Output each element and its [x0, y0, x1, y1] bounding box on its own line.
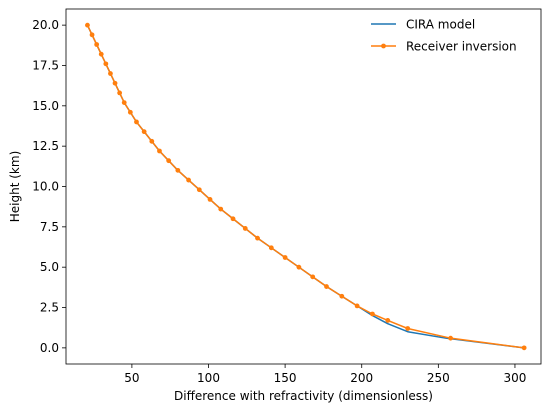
y-tick-label: 7.5: [40, 220, 59, 234]
data-point: [324, 284, 329, 289]
x-tick-label: 250: [427, 371, 450, 385]
data-point: [94, 42, 100, 47]
legend-marker-receiver: [381, 43, 386, 49]
x-axis-ticks: 50 100 150 200 250 300: [124, 364, 526, 385]
data-point: [127, 109, 133, 115]
data-point: [255, 235, 260, 241]
data-point: [521, 345, 527, 351]
data-point: [89, 32, 95, 38]
data-point: [141, 129, 147, 135]
x-tick-label: 50: [124, 371, 139, 385]
data-point: [310, 274, 316, 280]
data-point: [121, 100, 127, 105]
data-point: [108, 71, 113, 76]
y-tick-label: 0.0: [40, 341, 59, 355]
legend-label-cira: CIRA model: [406, 18, 475, 32]
y-axis-ticks: 0.0 2.5 5.0 7.5 10.0 12.5 15.0 17.5 20.0: [32, 18, 66, 355]
data-point: [385, 318, 391, 323]
legend-label-receiver: Receiver inversion: [406, 40, 517, 54]
y-tick-label: 17.5: [32, 58, 59, 72]
data-point: [296, 264, 302, 270]
data-point: [218, 206, 224, 212]
data-point: [157, 148, 162, 154]
y-tick-label: 10.0: [32, 180, 59, 194]
data-point: [339, 293, 345, 299]
data-point: [354, 303, 360, 309]
data-point: [117, 90, 123, 96]
y-tick-label: 2.5: [40, 301, 59, 315]
data-point: [85, 22, 90, 28]
data-point: [242, 226, 248, 231]
data-point: [175, 167, 181, 173]
data-point: [103, 61, 109, 67]
data-point: [196, 187, 202, 193]
data-point: [370, 311, 375, 317]
data-point: [134, 119, 139, 125]
data-point: [207, 197, 213, 202]
plot-series: [85, 22, 527, 351]
data-point: [448, 335, 453, 341]
data-point: [186, 177, 191, 183]
data-point: [268, 245, 274, 251]
y-tick-label: 12.5: [32, 139, 59, 153]
x-tick-label: 200: [350, 371, 373, 385]
data-point: [405, 326, 411, 331]
y-tick-label: 20.0: [32, 18, 59, 32]
y-tick-label: 15.0: [32, 99, 59, 113]
data-point: [282, 255, 288, 260]
data-point: [112, 80, 118, 86]
y-axis-label: Height (km): [8, 151, 22, 222]
x-axis-label: Difference with refractivity (dimensionl…: [174, 389, 433, 403]
data-point: [149, 138, 155, 144]
x-tick-label: 150: [274, 371, 297, 385]
y-tick-label: 5.0: [40, 260, 59, 274]
data-point: [230, 216, 236, 222]
data-point: [98, 51, 104, 57]
data-point: [166, 158, 172, 164]
x-tick-label: 100: [197, 371, 220, 385]
x-tick-label: 300: [503, 371, 526, 385]
legend: CIRA model Receiver inversion: [371, 18, 517, 54]
